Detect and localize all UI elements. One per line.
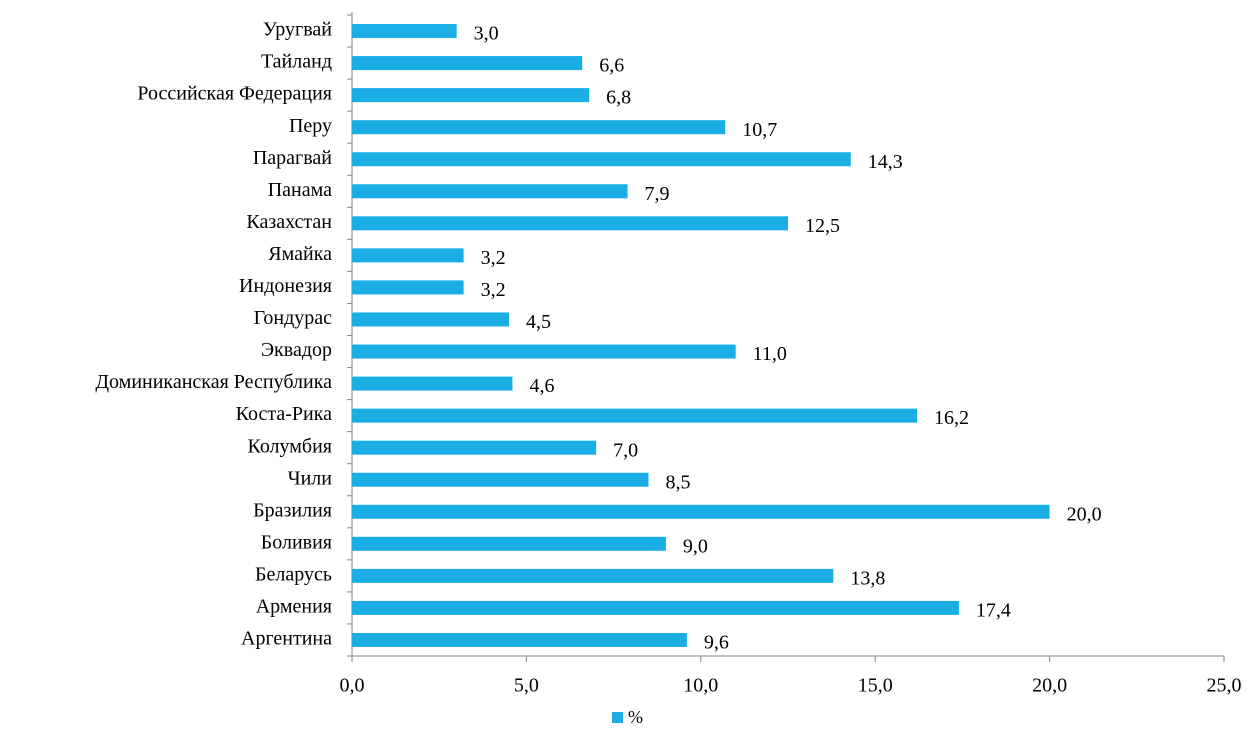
bar <box>352 120 726 135</box>
value-label: 17,4 <box>976 600 1011 622</box>
bar <box>352 408 918 423</box>
y-tick-label: Аргентина <box>241 628 332 650</box>
y-tick-label: Беларусь <box>255 563 332 585</box>
bar <box>352 184 628 199</box>
y-tick-label: Индонезия <box>239 275 332 297</box>
bar <box>352 312 509 327</box>
value-label: 4,6 <box>529 375 554 397</box>
y-tick-label: Панама <box>268 179 332 201</box>
y-tick-label: Тайланд <box>261 51 332 73</box>
bar <box>352 344 736 359</box>
bar <box>352 280 464 295</box>
bar <box>352 88 590 103</box>
value-label: 9,6 <box>704 632 729 654</box>
y-tick-label: Чили <box>288 467 333 489</box>
value-label: 3,2 <box>481 247 506 269</box>
x-tick-label: 25,0 <box>1207 675 1242 697</box>
value-label: 7,0 <box>613 439 638 461</box>
value-label: 8,5 <box>665 471 690 493</box>
value-label: 13,8 <box>850 567 885 589</box>
y-tick-label: Гондурас <box>254 307 333 329</box>
value-label: 3,0 <box>474 23 499 45</box>
value-label: 4,5 <box>526 311 551 333</box>
value-label: 9,0 <box>683 535 708 557</box>
bar <box>352 440 597 455</box>
value-label: 11,0 <box>753 343 787 365</box>
x-tick-label: 10,0 <box>683 675 718 697</box>
value-label: 14,3 <box>868 151 903 173</box>
bar <box>352 216 788 231</box>
value-label: 3,2 <box>481 279 506 301</box>
y-tick-label: Эквадор <box>261 339 332 361</box>
y-tick-label: Бразилия <box>253 499 332 521</box>
value-label: 20,0 <box>1067 503 1102 525</box>
x-tick-label: 20,0 <box>1032 675 1067 697</box>
bar <box>352 24 457 39</box>
value-label: 7,9 <box>645 183 670 205</box>
bar <box>352 504 1050 519</box>
bar <box>352 536 666 551</box>
value-label: 10,7 <box>742 119 777 141</box>
value-label: 6,6 <box>599 55 624 77</box>
y-tick-label: Боливия <box>261 531 332 553</box>
bar <box>352 56 583 71</box>
y-tick-label: Казахстан <box>246 211 332 233</box>
y-tick-label: Коста-Рика <box>236 403 332 425</box>
y-tick-label: Перу <box>289 115 332 137</box>
x-tick-label: 0,0 <box>340 675 365 697</box>
bar <box>352 632 687 647</box>
value-label: 16,2 <box>934 407 969 429</box>
bar <box>352 568 834 583</box>
bar <box>352 472 649 487</box>
y-tick-label: Доминиканская Республика <box>95 371 332 393</box>
y-tick-label: Парагвай <box>253 147 332 169</box>
y-tick-label: Колумбия <box>247 435 332 457</box>
bar <box>352 152 851 167</box>
value-label: 12,5 <box>805 215 840 237</box>
x-tick-label: 5,0 <box>514 675 539 697</box>
bar <box>352 376 513 391</box>
bar <box>352 248 464 263</box>
y-tick-label: Ямайка <box>268 243 332 265</box>
y-tick-label: Армения <box>256 596 332 618</box>
y-tick-label: Российская Федерация <box>137 83 332 105</box>
legend-swatch <box>612 712 623 723</box>
bar <box>352 600 959 615</box>
x-tick-label: 15,0 <box>858 675 893 697</box>
legend-label: % <box>628 707 643 727</box>
value-label: 6,8 <box>606 87 631 109</box>
y-tick-label: Уругвай <box>263 19 332 41</box>
